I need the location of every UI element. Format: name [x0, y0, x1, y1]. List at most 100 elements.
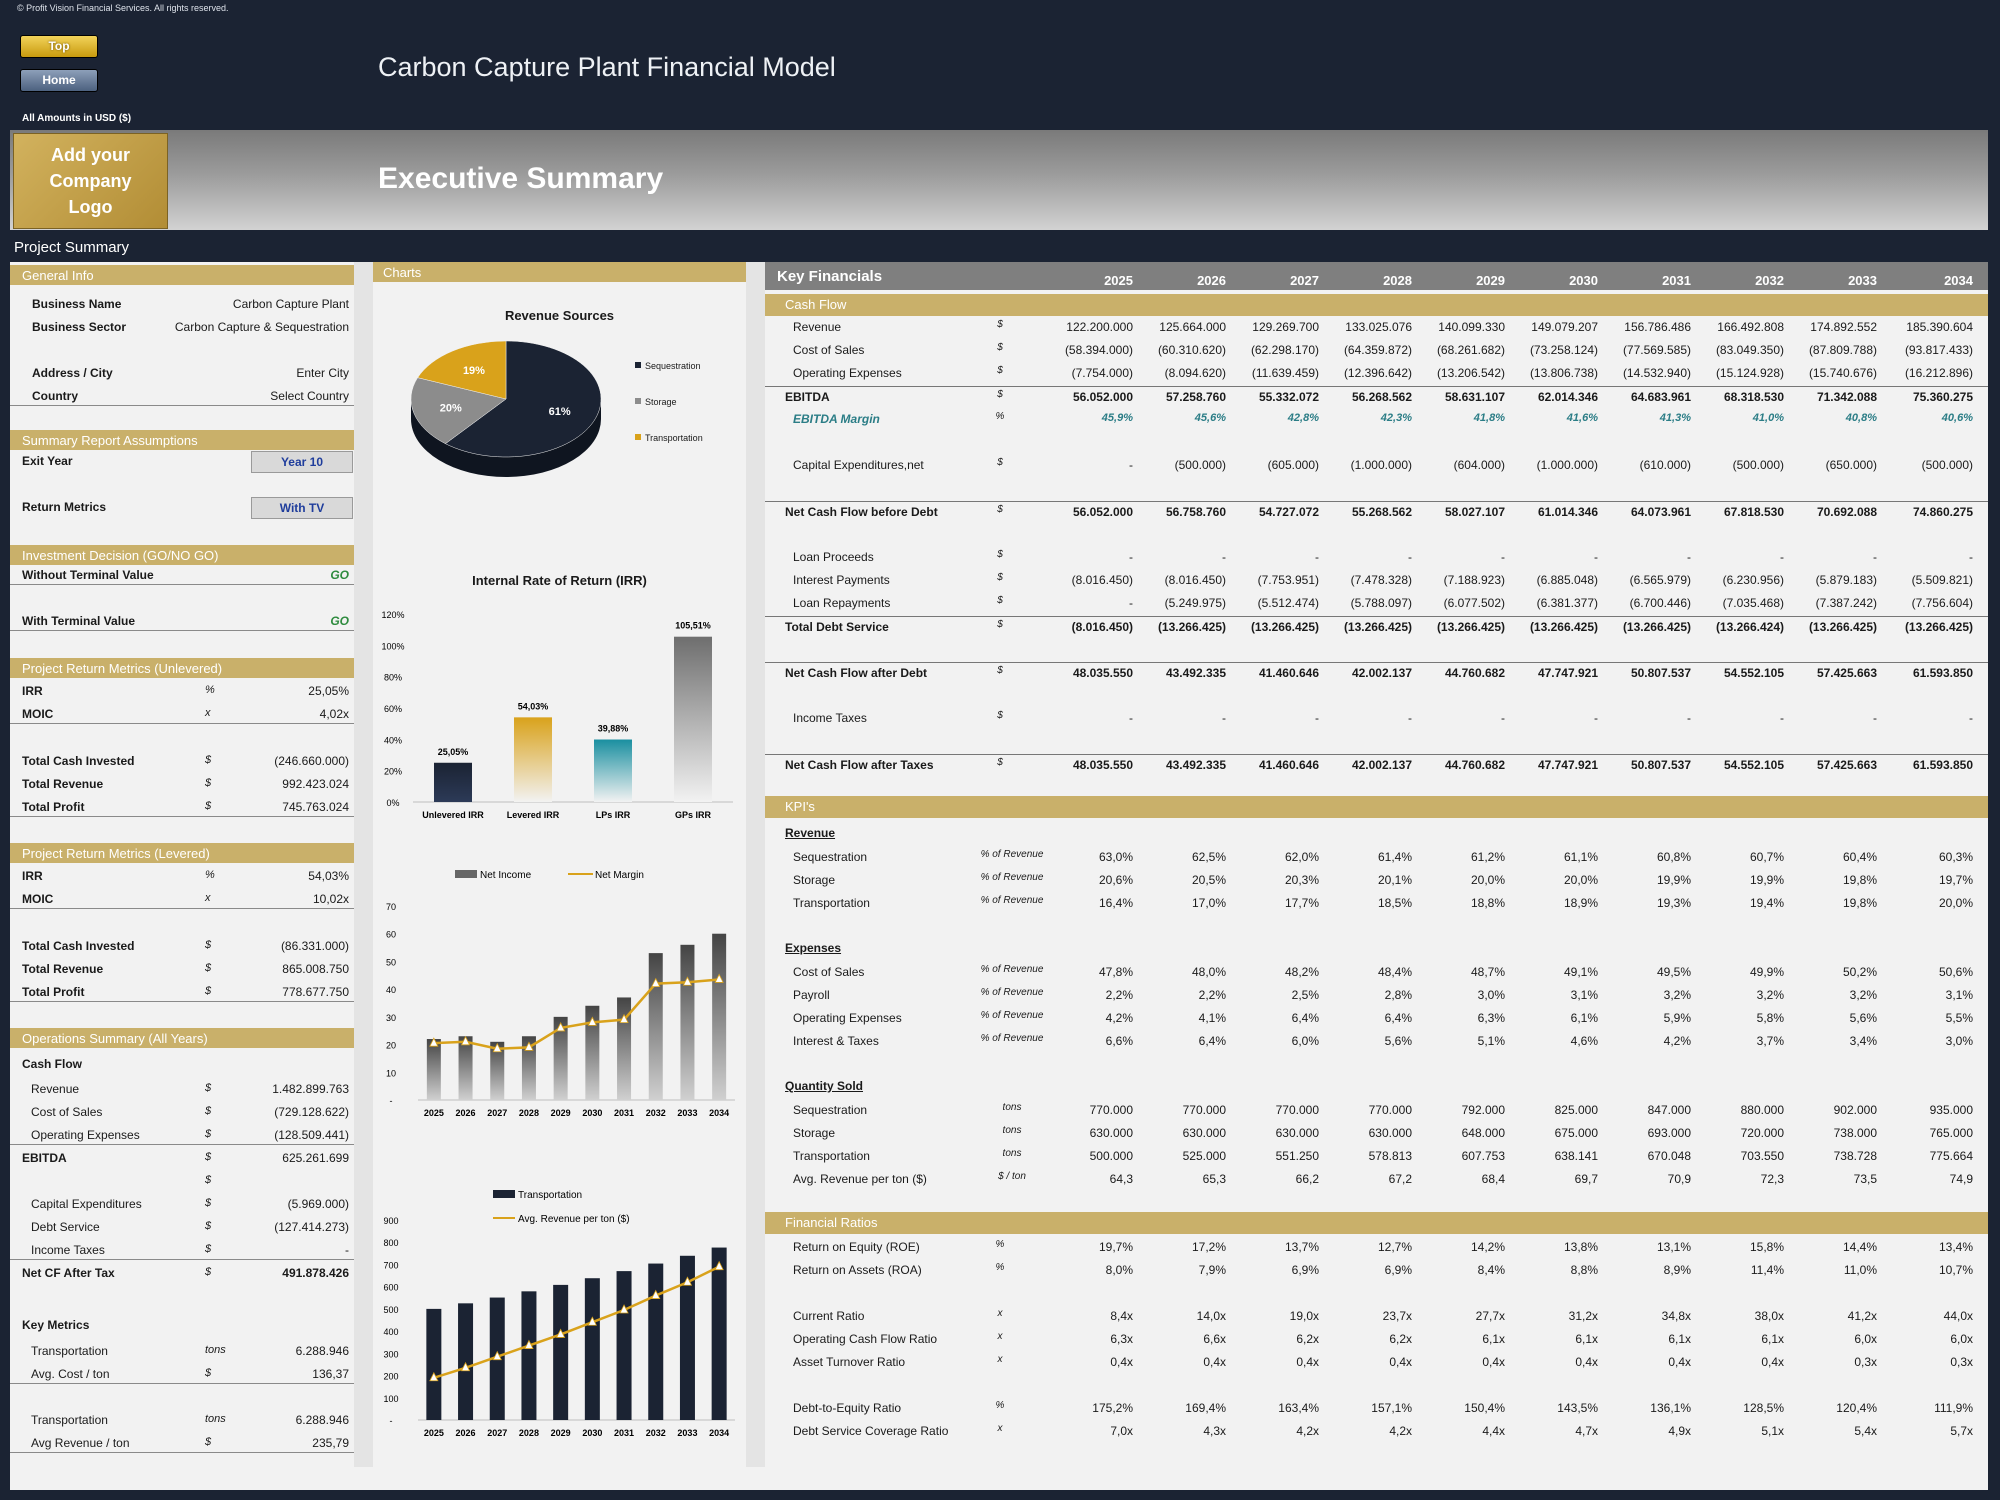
label: Exit Year	[22, 454, 73, 468]
year-header: 2028	[1383, 273, 1412, 288]
value-cell: 14,4%	[1842, 1240, 1877, 1254]
row-label: Operating Cash Flow Ratio	[793, 1332, 938, 1346]
bar	[679, 1255, 695, 1420]
label: IRR	[22, 869, 43, 883]
value-cell: (68.261.682)	[1436, 343, 1505, 357]
value-cell: 55.332.072	[1258, 390, 1319, 404]
legend-label: Transportation	[645, 433, 703, 443]
value-cell: (8.016.450)	[1071, 573, 1133, 587]
section-investment-decision: Investment Decision (GO/NO GO)	[10, 545, 354, 565]
value: 1.482.899.763	[272, 1082, 349, 1096]
value-cell: (7.478.328)	[1350, 573, 1412, 587]
row-unit: x	[997, 1354, 1003, 1365]
value-cell: 2,8%	[1384, 988, 1412, 1002]
legend-swatch	[635, 434, 641, 440]
section-financial-ratios: Financial Ratios	[765, 1212, 1988, 1234]
year-header: 2034	[1944, 273, 1973, 288]
value-cell: (58.394.000)	[1064, 343, 1133, 357]
value-cell: -	[1873, 711, 1877, 725]
ratio-row: Debt Service Coverage Ratio x 7,0x 4,3x 4,2x…	[765, 1421, 1988, 1441]
row-country: Country Select Country	[10, 386, 354, 406]
value-cell: 6,1%	[1570, 1011, 1598, 1025]
row-unit: tons	[1002, 1125, 1022, 1136]
label: Capital Expenditures	[31, 1197, 142, 1211]
value-cell: 0,4x	[1203, 1355, 1226, 1369]
value-cell: 6,1x	[1668, 1332, 1691, 1346]
value-cell: 13,7%	[1284, 1240, 1319, 1254]
bar	[648, 953, 663, 1100]
home-button[interactable]: Home	[20, 69, 98, 92]
unit: $	[205, 1105, 212, 1117]
row-label: Cost of Sales	[793, 965, 865, 979]
value-cell: 48,2%	[1284, 965, 1319, 979]
return-metrics-input[interactable]: With TV	[251, 497, 353, 519]
value-cell: 31,2x	[1568, 1309, 1598, 1323]
value: Carbon Capture & Sequestration	[174, 320, 349, 334]
value[interactable]: Select Country	[270, 389, 349, 403]
chart-title-irr: Internal Rate of Return (IRR)	[472, 573, 647, 588]
value-cell: 125.664.000	[1159, 320, 1226, 334]
line-marker	[651, 977, 661, 987]
value-cell: 20,0%	[1470, 873, 1505, 887]
value-cell: (6.885.048)	[1536, 573, 1598, 587]
top-button[interactable]: Top	[20, 35, 98, 58]
value-cell: 4,6%	[1570, 1034, 1598, 1048]
row-unit: % of Revenue	[980, 872, 1044, 883]
x-tick-label: 2030	[582, 1428, 602, 1438]
unit: $	[205, 1436, 212, 1448]
value-cell: (7.035.468)	[1722, 596, 1784, 610]
value-cell: 7,0x	[1110, 1424, 1133, 1438]
legend-label: Storage	[645, 397, 677, 407]
value-cell: 18,5%	[1377, 896, 1412, 910]
value-cell: 6,3%	[1477, 1011, 1505, 1025]
line-marker	[587, 1016, 597, 1026]
value-cell: 935.000	[1929, 1103, 1973, 1117]
row-unit: $	[997, 365, 1003, 376]
row-label: Net Cash Flow after Taxes	[785, 758, 934, 772]
revenue-subhead: Revenue	[785, 826, 836, 840]
value-cell: 48.035.550	[1072, 758, 1133, 772]
value-cell: 63,0%	[1098, 850, 1133, 864]
value-cell: 120,4%	[1836, 1401, 1877, 1415]
value-cell: 11,4%	[1750, 1263, 1784, 1277]
pie-slice-storage	[410, 377, 507, 444]
value-cell: 847.000	[1647, 1103, 1691, 1117]
unit: $	[205, 777, 212, 789]
value-cell: (5.249.975)	[1164, 596, 1226, 610]
label: With Terminal Value	[22, 614, 136, 628]
legend-swatch	[493, 1190, 515, 1198]
exit-year-input[interactable]: Year 10	[251, 451, 353, 473]
value-cell: 50,2%	[1842, 965, 1877, 979]
value-cell: (6.700.446)	[1629, 596, 1691, 610]
value-cell: 19,4%	[1749, 896, 1784, 910]
bar	[584, 1278, 600, 1420]
value: (5.969.000)	[287, 1197, 349, 1211]
value-cell: 45,9%	[1101, 412, 1133, 424]
y-tick-label: 40	[386, 985, 396, 995]
company-logo-placeholder[interactable]: Add your Company Logo	[13, 133, 168, 229]
value-cell: 3,0%	[1945, 1034, 1973, 1048]
unit: %	[205, 869, 215, 881]
y-tick-label: 80%	[384, 673, 402, 683]
unit: $	[205, 1082, 212, 1094]
value-cell: 40,6%	[1941, 412, 1973, 424]
value-cell: -	[1408, 711, 1412, 725]
cash-flow-subhead: Cash Flow	[22, 1057, 83, 1071]
label: Transportation	[31, 1413, 108, 1427]
row-label: Operating Expenses	[793, 1011, 902, 1025]
year-header: 2032	[1755, 273, 1784, 288]
value-cell: 18,8%	[1470, 896, 1505, 910]
value-cell: 54.552.105	[1723, 758, 1784, 772]
bar	[553, 1016, 568, 1100]
row-levered-irr: IRR% 54,03%	[10, 866, 354, 886]
x-tick-label: 2030	[582, 1108, 602, 1118]
value-cell: 3,1%	[1945, 988, 1973, 1002]
cash-flow-row: Net Cash Flow after Taxes $48.035.550 43.4…	[765, 754, 1988, 774]
value-cell: 13,8%	[1563, 1240, 1598, 1254]
value[interactable]: Enter City	[296, 366, 349, 380]
project-summary-title: Project Summary	[14, 239, 130, 256]
value-cell: 14,0x	[1196, 1309, 1226, 1323]
y-tick-label: 120%	[381, 610, 404, 620]
legend-swatch	[455, 870, 477, 878]
